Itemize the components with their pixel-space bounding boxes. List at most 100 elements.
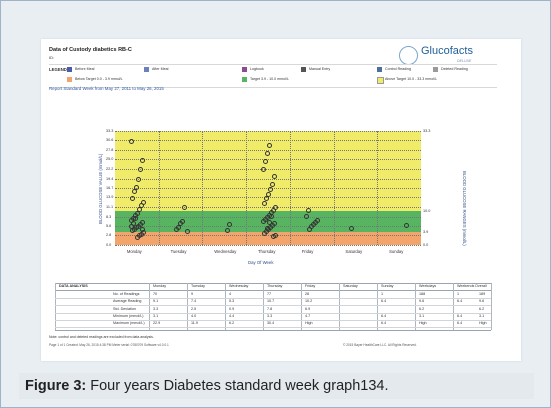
brand-logo-text: Glucofacts [421,45,473,57]
table-cell: 6.2 [419,306,425,311]
day-divider [289,131,291,245]
data-point [266,220,272,226]
table-header: Saturday [343,284,358,288]
table-cell: 1 [381,292,384,296]
y-gridline [115,169,421,170]
data-point [262,158,268,164]
table-cell: 70 [153,292,158,296]
legend-above-target: Above Target 10.0 - 33.3 mmol/L [385,77,438,81]
table-cell: 6.4 [457,299,463,304]
report-range: Report Standard Week from May 27, 2011 t… [49,86,164,91]
data-point [133,216,139,222]
y-axis-label-right: BLOOD GLUCOSE RANGES (mmol/L) [462,171,467,246]
y-tick-left: 25.0 [106,157,114,162]
y-tick-left: 22.2 [106,167,114,171]
day-divider [333,131,335,245]
y-tick-left: 0.0 [106,243,112,247]
table-cell: 6.2 [479,306,485,311]
table-cell: 10.7 [267,299,275,304]
table-row [55,312,491,314]
table-row [55,319,491,321]
legend-control-reading: Control Reading [385,67,411,71]
legend-below-target: Below Target 0.0 - 3.9 mmol/L [75,77,123,81]
table-row-label: Std. Deviation [113,306,136,311]
y-tick-right: 3.9 [423,229,429,234]
data-point [224,227,230,233]
table-cell: High [419,321,427,326]
table-header: Weekends [457,284,475,288]
chart-area [115,131,421,246]
data-point [134,184,140,190]
table-cell: 9.6 [419,299,425,304]
data-point [139,203,145,209]
brand-logo-small: DELUXE [457,59,472,63]
x-tick-label: Sunday [389,249,404,254]
y-axis-label-left: BLOOD GLUCOSE VALUE (mmol/L) [98,153,103,224]
y-tick-left: 11.1 [106,205,114,209]
x-tick-label: Monday [126,249,142,254]
table-row [55,298,491,299]
table-cell: 0.9 [229,306,235,311]
table-cell: 6.4 [381,321,387,326]
y-tick-left: 5.6 [106,223,112,228]
caption-prefix: Figure 3: [25,378,87,394]
data-point [348,226,354,232]
table-cell: 9.1 [153,299,159,304]
legend-deleted-reading: Deleted Reading [441,67,468,71]
y-tick-left: 13.9 [106,195,114,200]
table-row-label: Minimum (mmol/L) [113,313,144,318]
data-point [264,151,270,157]
control-reading-icon [377,67,382,72]
table-cell: 188 [419,292,426,296]
data-point [129,138,135,144]
y-tick-left: 2.8 [106,233,112,238]
table-cell: 1 [457,292,460,296]
table-row-label: No. of Readings [113,292,140,296]
legend-target: Target 3.9 - 10.0 mmol/L [250,77,289,81]
table-header: Weekdays [419,284,437,288]
table-cell: 6.4 [457,313,463,318]
y-tick-left: 16.7 [106,185,114,190]
y-gridline [115,235,421,237]
table-cell: 9 [191,292,194,296]
table-cell: 22.9 [153,321,161,326]
y-tick-right: 10.0 [423,208,431,213]
data-point [174,226,180,232]
table-cell: 9.6 [479,299,485,304]
data-point [306,207,312,213]
y-gridline [115,245,421,246]
x-axis-label: Day Of Week [248,260,274,265]
data-point [135,235,141,241]
table-cell: 6.2 [229,321,235,326]
data-point [185,228,191,234]
data-point [304,213,310,219]
after-meal-icon [144,67,149,72]
manual-entry-icon [301,67,306,72]
table-header: Monday [153,284,167,288]
table-cell: 28 [305,292,310,296]
table-cell: 6.9 [305,306,311,311]
data-point [270,234,276,240]
table-cell: 7.8 [267,306,273,311]
below-target-swatch [67,77,72,82]
table-cell: 189 [479,292,486,296]
table-cell: 3.3 [267,313,273,318]
y-tick-left: 33.3 [106,129,114,133]
table-cell: 4.7 [305,313,311,318]
legend-after-meal: After Meal [152,67,169,71]
data-point [264,226,270,232]
table-cell: 77 [267,292,272,296]
legend-before-meal: Before Meal [75,67,95,71]
table-cell: 5.3 [229,299,235,304]
table-cell: 3.1 [419,313,425,318]
footer-right: © 2015 Bayer HealthCare LLC. All Rights … [343,343,417,347]
table-cell: 3.3 [153,306,159,311]
data-point [307,226,313,232]
y-gridline [115,149,421,151]
x-tick-label: Saturday [345,249,363,254]
y-tick-right: 33.3 [423,129,431,133]
x-tick-label: Tuesday [170,249,187,254]
day-divider [246,131,248,245]
table-cell: 30.4 [267,321,275,326]
footer-left: Page 1 of 1 Created: May 26, 2015 4:38 P… [49,343,169,347]
